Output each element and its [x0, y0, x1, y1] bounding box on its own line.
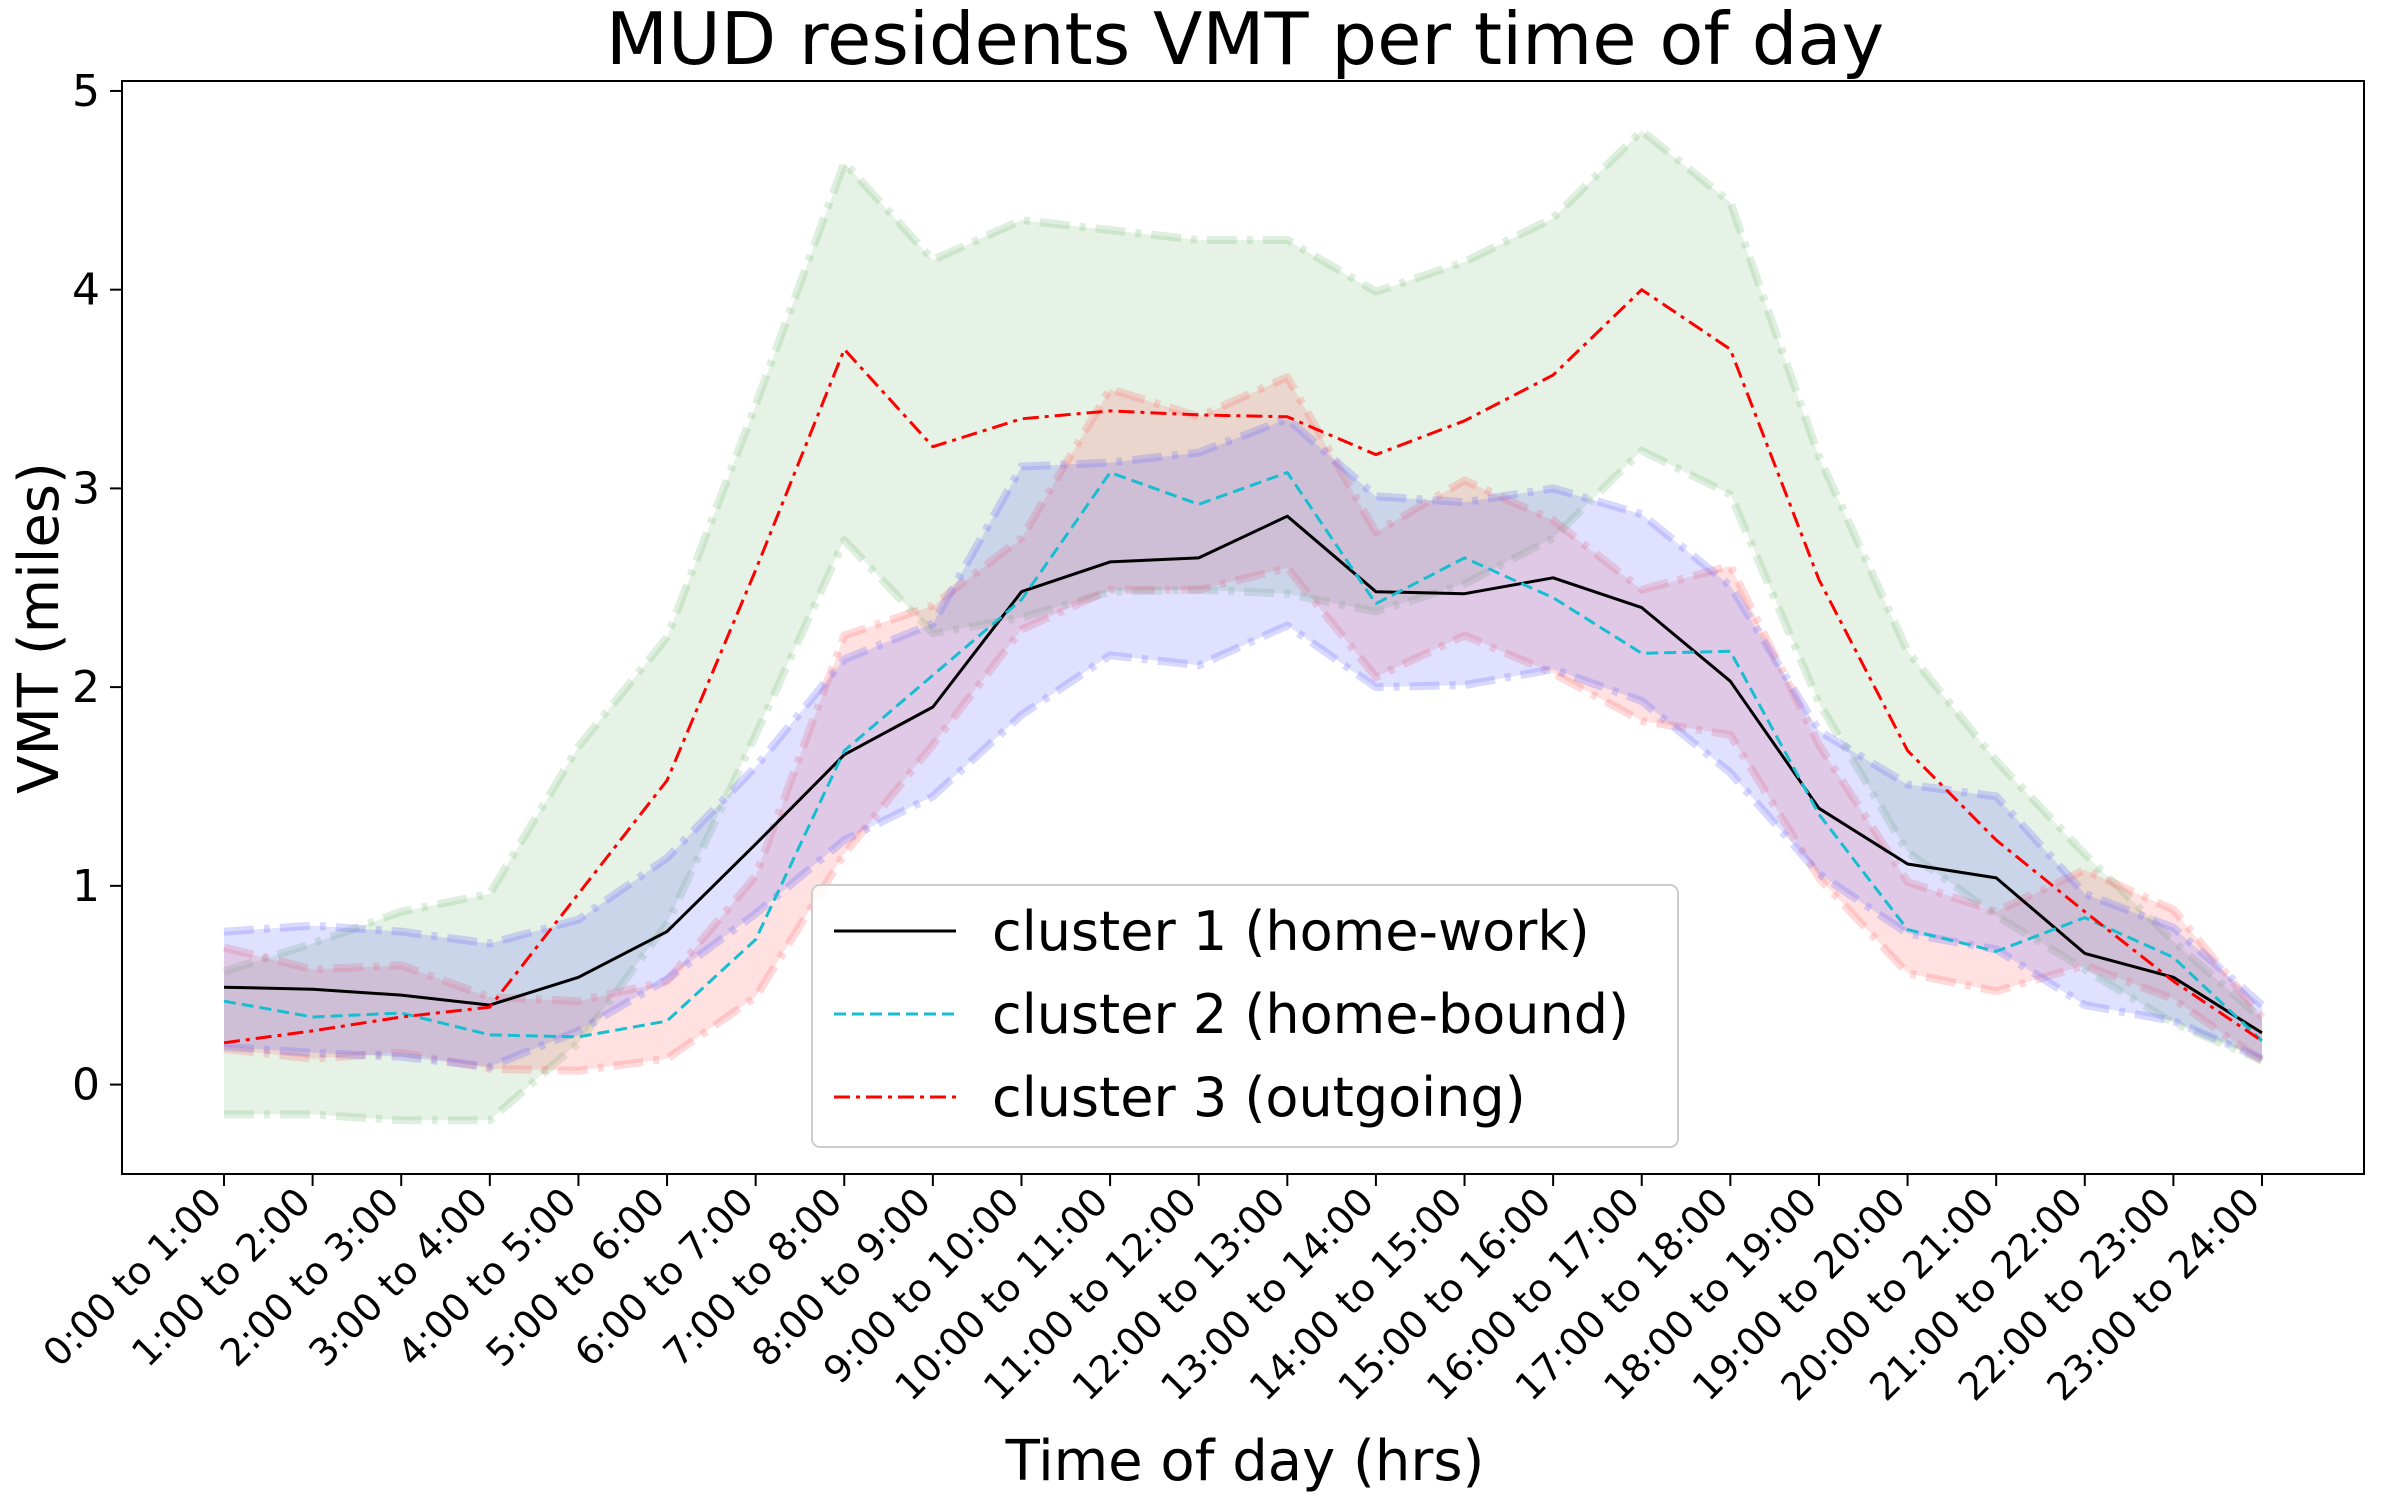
band-upper-edge-series-3 [222, 126, 2265, 1023]
chart-title: MUD residents VMT per time of day [606, 0, 1884, 81]
y-tick-label: 4 [72, 265, 100, 316]
legend-box [811, 884, 1679, 1148]
band-series-1 [224, 418, 2262, 1067]
y-tick-label: 0 [72, 1060, 100, 1111]
band-lower-edge-series-3 [224, 446, 2264, 1125]
series-line-1 [223, 514, 2263, 1035]
legend: cluster 1 (home-work) cluster 2 (home-bou… [811, 884, 1679, 1148]
y-tick-label: 3 [72, 463, 100, 514]
y-tick-label: 2 [72, 662, 100, 713]
y-tick-label: 1 [72, 861, 100, 912]
band-series-3 [224, 130, 2262, 1121]
legend-label-1: cluster 1 (home-work) [992, 900, 1590, 963]
band-upper-edge-series-2 [223, 373, 2266, 1020]
plot-area-frame [121, 80, 2365, 1175]
x-axis-label: Time of day (hrs) [1005, 1429, 1485, 1494]
band-series-2 [224, 377, 2262, 1071]
legend-label-3: cluster 3 (outgoing) [992, 1066, 1526, 1129]
y-tick-label: 5 [72, 66, 100, 117]
x-axis: 0:00 to 1:001:00 to 2:002:00 to 3:003:00… [35, 1174, 2268, 1409]
y-axis-label: VMT (miles) [7, 462, 72, 794]
legend-label-2: cluster 2 (home-bound) [992, 983, 1629, 1046]
band-lower-edge-series-2 [223, 563, 2265, 1075]
series-line-3 [223, 288, 2263, 1045]
series-line-2 [223, 471, 2264, 1042]
y-axis: 0 1 2 3 4 5 [72, 66, 122, 1111]
series-lines [223, 288, 2264, 1045]
band-upper-edge-series-1 [223, 414, 2265, 1009]
